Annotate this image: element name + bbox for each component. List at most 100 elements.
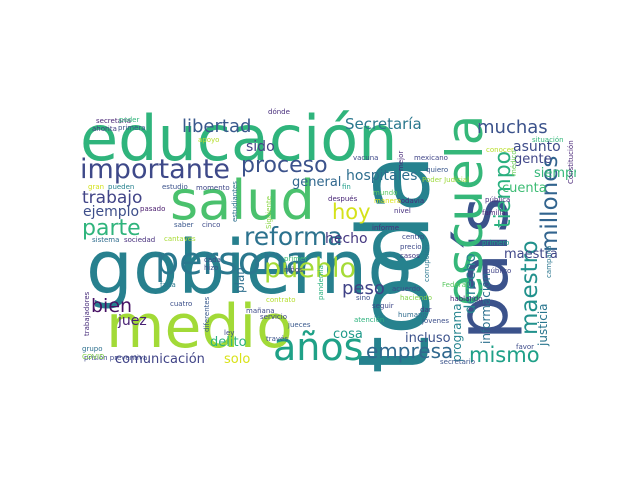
cloud-word: primero bbox=[482, 239, 510, 247]
cloud-word: importante bbox=[80, 154, 231, 185]
cloud-word: justicia bbox=[536, 303, 550, 346]
cloud-word: información bbox=[479, 272, 493, 344]
cloud-word: cosa bbox=[333, 327, 363, 342]
cloud-word: vacuna bbox=[353, 154, 379, 162]
cloud-word: pueden bbox=[108, 183, 135, 191]
cloud-word: todavía bbox=[398, 197, 425, 205]
cloud-word: secretario bbox=[440, 358, 475, 366]
cloud-word: sociedad bbox=[124, 236, 156, 244]
cloud-word: mañana bbox=[246, 307, 275, 315]
cloud-word: estudiantes bbox=[231, 181, 239, 222]
cloud-word: trabajadores bbox=[83, 291, 91, 336]
cloud-word: dónde bbox=[268, 108, 290, 116]
cloud-word: educación bbox=[80, 102, 398, 175]
cloud-word: pasado bbox=[140, 205, 166, 213]
cloud-word: incluso bbox=[405, 331, 451, 346]
cloud-word: hoy bbox=[332, 200, 371, 224]
cloud-word: estudio bbox=[162, 183, 188, 191]
cloud-word: campaña bbox=[545, 245, 553, 278]
cloud-word: medio bbox=[106, 292, 293, 362]
cloud-word: sino bbox=[356, 294, 371, 302]
cloud-word: niños bbox=[284, 266, 303, 274]
cloud-word: peso bbox=[342, 278, 385, 299]
cloud-word: juez bbox=[118, 313, 147, 329]
cloud-word: manera bbox=[374, 197, 402, 205]
cloud-word: fin bbox=[342, 183, 351, 191]
cloud-word: pueblo bbox=[264, 253, 357, 284]
cloud-word: primer bbox=[284, 255, 308, 263]
cloud-word: cantaves bbox=[164, 235, 196, 243]
cloud-word: quiero bbox=[426, 166, 449, 174]
cloud-word: mismo bbox=[469, 343, 540, 367]
cloud-word: Siguiente bbox=[265, 195, 273, 229]
cloud-word: después bbox=[328, 195, 358, 203]
cloud-word: diferentes bbox=[203, 296, 211, 332]
cloud-word: falta bbox=[160, 281, 176, 289]
cloud-word: siempre bbox=[534, 166, 576, 181]
cloud-word: bien bbox=[91, 295, 133, 317]
cloud-word: pandemia bbox=[317, 265, 325, 300]
cloud-word: gobierno bbox=[86, 225, 413, 311]
cloud-word: gente bbox=[514, 152, 552, 167]
cloud-word: asunto bbox=[513, 139, 561, 155]
cloud-word: primera bbox=[118, 124, 146, 132]
cloud-word: hizo bbox=[204, 264, 219, 272]
cloud-word: público bbox=[486, 267, 512, 275]
cloud-word: médico bbox=[510, 150, 518, 176]
cloud-word: ejemplo bbox=[83, 204, 140, 220]
cloud-word: Federal bbox=[442, 281, 468, 289]
cloud-word: Constitución bbox=[567, 140, 575, 184]
cloud-word: precio bbox=[400, 243, 422, 251]
cloud-word: pública bbox=[485, 196, 511, 204]
cloud-word: nivel bbox=[394, 207, 411, 215]
cloud-word: humano bbox=[398, 311, 427, 319]
cloud-word: plan bbox=[233, 267, 247, 293]
word-cloud: educación gobierno toda país escuela med… bbox=[80, 100, 576, 382]
cloud-word: hablando bbox=[450, 295, 483, 303]
cloud-word: apoyo bbox=[198, 136, 220, 144]
cloud-word: mundo bbox=[373, 189, 398, 197]
cloud-word: proceso bbox=[241, 153, 328, 178]
cloud-word: sistema bbox=[92, 236, 120, 244]
cloud-word: ley bbox=[224, 329, 235, 337]
cloud-word: grupo bbox=[82, 345, 103, 353]
cloud-word: reforma bbox=[244, 222, 343, 251]
cloud-word: casos bbox=[400, 252, 420, 260]
cloud-word: empresa bbox=[366, 339, 454, 363]
cloud-word: dar bbox=[420, 306, 432, 314]
cloud-word: jóvenes bbox=[422, 317, 450, 325]
cloud-word: delito bbox=[210, 335, 247, 350]
cloud-word: centro bbox=[402, 233, 425, 241]
cloud-word: persona bbox=[155, 239, 309, 283]
cloud-word: trabajo bbox=[82, 188, 143, 208]
cloud-word: saber bbox=[174, 221, 194, 229]
cloud-word: cuenta bbox=[502, 181, 547, 196]
cloud-word: prisión preventiva bbox=[84, 354, 148, 362]
cloud-word: seguir bbox=[372, 302, 394, 310]
cloud-word: jueces bbox=[288, 321, 311, 329]
cloud-word: Secretaría bbox=[345, 115, 422, 133]
cloud-word: gran bbox=[88, 183, 105, 191]
cloud-word: programa bbox=[450, 303, 464, 362]
cloud-word: años bbox=[273, 325, 364, 369]
cloud-word: sido bbox=[246, 139, 275, 155]
cloud-word: informe bbox=[372, 224, 400, 232]
cloud-word: ahorita bbox=[92, 125, 117, 133]
cloud-word: hospitales bbox=[346, 168, 418, 184]
cloud-word: comunicación bbox=[115, 352, 205, 367]
cloud-word: general bbox=[292, 175, 342, 190]
cloud-word: familia bbox=[482, 209, 506, 217]
cloud-word: muchas bbox=[477, 117, 548, 138]
cloud-word: través bbox=[266, 335, 289, 343]
cloud-word: momento bbox=[196, 184, 230, 192]
cloud-word: contrato bbox=[266, 296, 296, 304]
cloud-word: atención bbox=[354, 316, 385, 324]
cloud-word: poder bbox=[119, 116, 140, 124]
cloud-word: secretaria bbox=[96, 117, 131, 125]
cloud-word: favor bbox=[516, 343, 535, 351]
cloud-word: acuerdo bbox=[392, 285, 421, 293]
cloud-word: COVID bbox=[82, 353, 105, 361]
cloud-word: Poder Judicial bbox=[422, 176, 470, 184]
cloud-word: solo bbox=[224, 352, 251, 367]
cloud-word: haciendo bbox=[400, 294, 432, 302]
